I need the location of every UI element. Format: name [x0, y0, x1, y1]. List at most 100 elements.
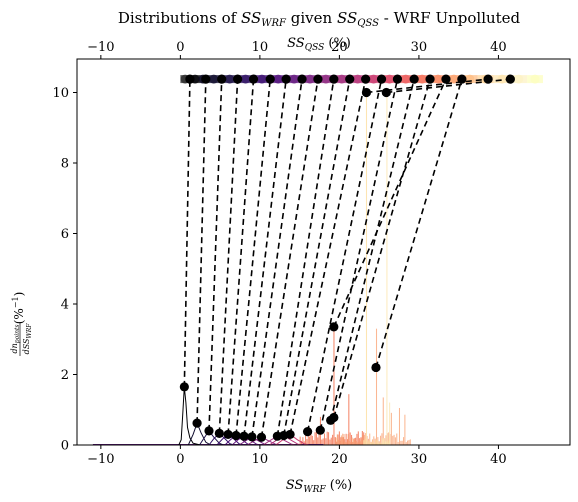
- histogram-bar: [371, 439, 373, 445]
- qss-marker: [433, 74, 443, 84]
- qss-marker: [289, 74, 299, 84]
- qss-point: [281, 74, 291, 84]
- histogram-bar: [340, 437, 342, 445]
- peak-point: [239, 431, 249, 441]
- qss-point: [265, 74, 275, 84]
- histogram-bar: [357, 442, 359, 445]
- histogram-bar: [307, 434, 309, 445]
- histogram-bar: [359, 438, 361, 445]
- qss-marker: [321, 74, 331, 84]
- qss-point: [329, 74, 339, 84]
- connection-line: [289, 78, 367, 435]
- peak-point: [223, 429, 233, 440]
- peak-point: [204, 426, 214, 436]
- histogram-bar: [315, 429, 317, 445]
- histogram-bar: [317, 437, 319, 445]
- histogram-bar: [392, 435, 394, 445]
- histogram-bar: [345, 433, 347, 445]
- histogram-bar: [367, 438, 369, 445]
- histogram-bar: [388, 432, 390, 445]
- distribution-curve-0: [178, 386, 201, 445]
- qss-point: [361, 74, 371, 84]
- histogram-bar: [393, 434, 395, 445]
- histogram-bar: [342, 437, 344, 445]
- x-tick-label: −10: [87, 452, 114, 467]
- histogram-bar: [337, 434, 339, 445]
- x-tick-label: 30: [411, 452, 428, 467]
- qss-marker: [337, 74, 347, 84]
- qss-marker: [514, 74, 524, 84]
- histogram-bar: [361, 431, 363, 445]
- connection-line: [375, 78, 463, 368]
- y-axis-label: dnpoints dSSWRF (%−1): [10, 292, 33, 356]
- peak-point: [329, 412, 339, 423]
- histogram-bar: [347, 434, 349, 445]
- histogram-bar: [329, 439, 331, 445]
- histogram-1: [335, 328, 411, 445]
- histogram-bar: [325, 438, 327, 445]
- histogram-bar: [348, 440, 350, 445]
- peak-point: [371, 362, 381, 373]
- histogram-bar: [333, 326, 335, 445]
- peak-point: [256, 432, 267, 442]
- histogram-bar: [314, 432, 316, 445]
- connection-line: [260, 78, 319, 438]
- peak-point: [179, 382, 189, 392]
- qss-marker: [225, 74, 235, 84]
- histogram-bar: [375, 328, 378, 445]
- histogram-bar: [389, 402, 391, 445]
- histogram-bar: [365, 433, 367, 445]
- histogram-bar: [371, 442, 373, 445]
- qss-marker: [257, 74, 267, 84]
- peak-point: [329, 322, 339, 332]
- peak-point: [302, 427, 313, 437]
- histogram-bar: [311, 435, 313, 445]
- histogram-bar: [328, 432, 330, 445]
- svg-text:dSSWRF: dSSWRF: [22, 323, 33, 355]
- histogram-bar: [343, 434, 345, 445]
- histogram-bar: [339, 440, 341, 445]
- histogram-bar: [346, 439, 349, 445]
- histogram-bar: [380, 443, 382, 445]
- plot-frame: [76, 58, 571, 446]
- histogram-bar: [383, 438, 385, 445]
- histogram-bar: [351, 434, 353, 445]
- connection-line: [218, 79, 239, 434]
- histogram-bar: [407, 440, 409, 445]
- x-axis-label: SSWRF (%): [286, 478, 353, 495]
- histogram-bar: [353, 438, 355, 445]
- top-x-tick-label: 40: [490, 40, 507, 55]
- histogram-bar: [381, 433, 383, 445]
- histogram-bar: [336, 441, 338, 445]
- qss-point: [233, 74, 243, 84]
- histogram-bar: [364, 438, 366, 445]
- histogram-bar: [363, 432, 365, 445]
- histogram-bar: [354, 439, 356, 445]
- axes: −10 −10 0 0 10 10 20 20 30 30 40 40 0 2 4 6 8 10: [52, 40, 571, 467]
- peak-point: [381, 87, 391, 98]
- qss-marker: [530, 74, 540, 84]
- histogram-bar: [398, 407, 401, 445]
- plot-area: [92, 74, 543, 445]
- y-tick-label: 2: [61, 368, 69, 383]
- peak-point: [361, 87, 372, 98]
- qss-point: [185, 74, 195, 84]
- histogram-bar: [365, 92, 368, 445]
- peak-point: [285, 429, 295, 440]
- histogram-bar: [404, 414, 406, 445]
- histogram-bar: [340, 435, 342, 445]
- histogram-bar: [397, 441, 399, 445]
- chart-title: Distributions of SSWRF given SSQSS - WRF…: [118, 9, 521, 29]
- histogram-bar: [361, 438, 363, 445]
- qss-marker: [273, 74, 283, 84]
- histogram-bar: [370, 441, 372, 445]
- x-tick-label: 20: [331, 452, 348, 467]
- qss-point: [441, 74, 451, 84]
- histogram-bar: [326, 431, 328, 445]
- connection-line: [276, 78, 335, 437]
- histogram-bar: [355, 441, 357, 445]
- connection-line: [329, 78, 415, 421]
- histogram-bar: [367, 441, 369, 445]
- histogram-bar: [400, 440, 402, 445]
